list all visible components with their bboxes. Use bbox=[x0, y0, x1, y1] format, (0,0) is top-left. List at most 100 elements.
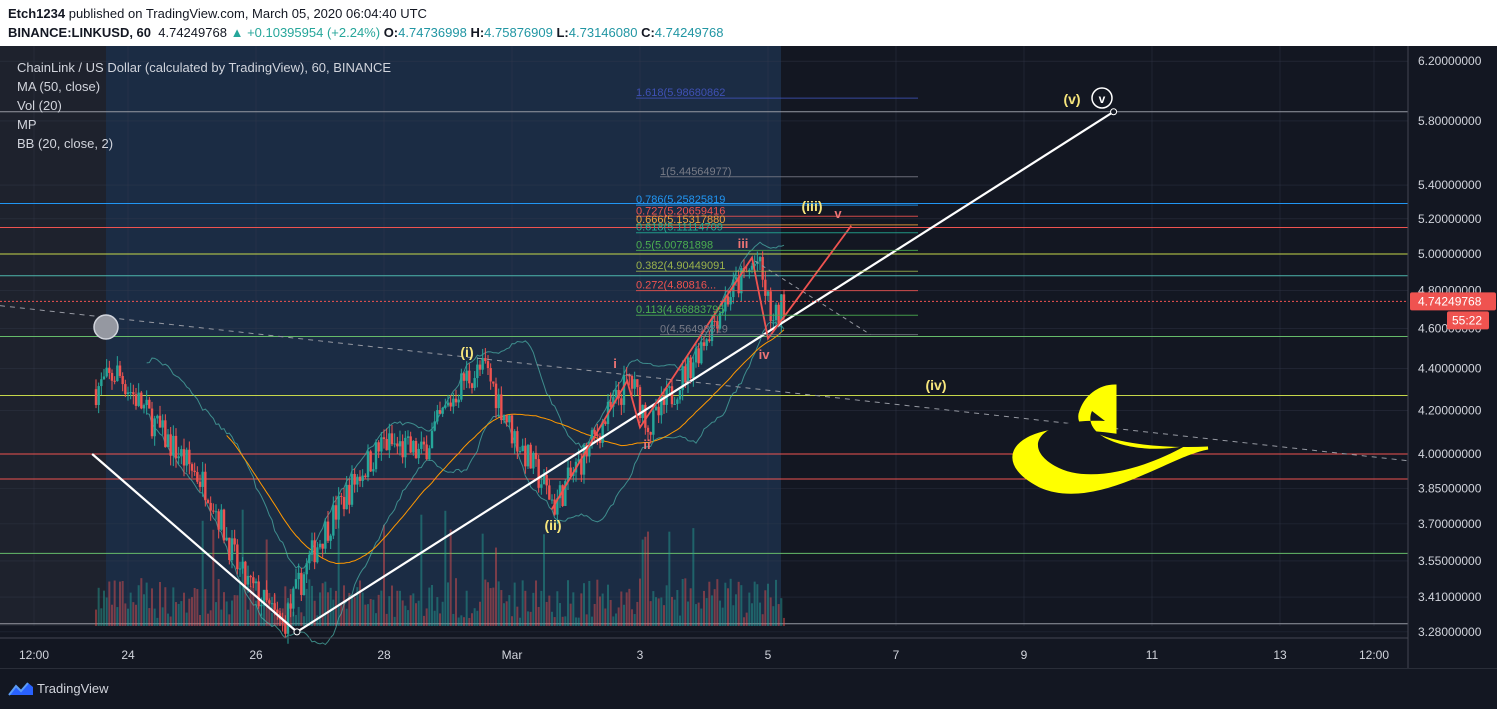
candle-body bbox=[204, 471, 207, 501]
volume-bar bbox=[191, 597, 193, 626]
candle-body bbox=[310, 540, 314, 555]
candle-body bbox=[132, 392, 135, 395]
price-tick-label: 4.00000000 bbox=[1418, 447, 1482, 461]
price-tick-label: 3.55000000 bbox=[1418, 554, 1482, 568]
candle-body bbox=[182, 449, 186, 466]
candle-body bbox=[561, 485, 564, 506]
candle-body bbox=[630, 375, 634, 389]
time-tick-label: 13 bbox=[1273, 648, 1287, 662]
candle-body bbox=[497, 394, 500, 409]
volume-bar bbox=[431, 584, 433, 626]
candle-body bbox=[438, 410, 442, 414]
volume-bar bbox=[591, 616, 593, 626]
volume-bar bbox=[721, 607, 724, 626]
candle-body bbox=[100, 379, 103, 387]
legend-indicator[interactable]: MA (50, close) bbox=[17, 79, 101, 94]
volume-bar bbox=[177, 603, 180, 626]
tradingview-brand[interactable]: TradingView bbox=[37, 681, 109, 696]
candle-body bbox=[660, 395, 663, 416]
candle-body bbox=[513, 431, 516, 444]
volume-bar bbox=[297, 606, 300, 626]
change-arrow: ▲ bbox=[230, 25, 244, 40]
volume-bar bbox=[137, 585, 140, 626]
volume-bar bbox=[473, 608, 476, 626]
candle-body bbox=[782, 294, 786, 317]
volume-bar bbox=[228, 614, 231, 626]
volume-bar bbox=[300, 612, 303, 626]
volume-bar bbox=[401, 600, 404, 626]
fib-level-label: 0(4.56498819 bbox=[660, 324, 728, 336]
elliott-wave-label: v bbox=[834, 206, 842, 221]
volume-bar bbox=[396, 590, 399, 626]
candle-body bbox=[102, 376, 106, 380]
volume-bar bbox=[148, 608, 151, 626]
candle-body bbox=[726, 296, 730, 305]
candle-body bbox=[294, 579, 298, 589]
volume-bar bbox=[569, 603, 572, 626]
volume-bar bbox=[455, 578, 457, 626]
tradingview-logo-icon[interactable] bbox=[8, 681, 34, 697]
candle-body bbox=[321, 543, 324, 549]
candle-body bbox=[305, 563, 308, 575]
candle-body bbox=[396, 443, 399, 447]
volume-bar bbox=[673, 599, 676, 626]
candle-body bbox=[196, 472, 199, 482]
volume-bar bbox=[527, 611, 529, 626]
volume-bar bbox=[553, 617, 556, 626]
candle-body bbox=[686, 357, 690, 383]
volume-bar bbox=[204, 589, 207, 626]
volume-bar bbox=[447, 582, 449, 626]
chart-area[interactable]: 1.618(5.98680862 1(5.44564977) 0.786(5.258… bbox=[0, 46, 1497, 668]
candle-body bbox=[460, 373, 463, 400]
volume-bar bbox=[375, 613, 377, 626]
candle-body bbox=[537, 459, 540, 488]
volume-bar bbox=[511, 616, 513, 626]
candle-body bbox=[425, 444, 428, 460]
volume-bar bbox=[615, 613, 617, 626]
legend-indicator[interactable]: BB (20, close, 2) bbox=[17, 136, 114, 151]
candle-body bbox=[417, 448, 420, 459]
candle-body bbox=[236, 544, 239, 570]
candle-body bbox=[118, 365, 122, 376]
candle-body bbox=[326, 521, 330, 541]
price-tick-label: 3.70000000 bbox=[1418, 517, 1482, 531]
author-name[interactable]: Etch1234 bbox=[8, 6, 66, 21]
wave-circle-marker bbox=[1091, 87, 1113, 109]
publish-info: Etch1234 published on TradingView.com, M… bbox=[8, 6, 427, 21]
volume-bar bbox=[556, 591, 559, 626]
price-chart[interactable]: 1.618(5.98680862 1(5.44564977) 0.786(5.258… bbox=[0, 46, 1497, 668]
price-tick-label: 3.85000000 bbox=[1418, 481, 1482, 495]
candle-body bbox=[126, 392, 130, 395]
volume-bar bbox=[708, 581, 711, 626]
fib-level-label: 1(5.44564977) bbox=[660, 166, 732, 178]
volume-bar bbox=[697, 602, 700, 626]
volume-bar bbox=[108, 581, 111, 626]
footer: TradingView bbox=[0, 668, 1497, 709]
volume-bar bbox=[409, 595, 412, 626]
volume-bar bbox=[225, 601, 228, 626]
volume-bar bbox=[585, 614, 588, 626]
candle-body bbox=[625, 374, 628, 376]
candle-body bbox=[772, 320, 775, 322]
high-value: 4.75876909 bbox=[484, 25, 553, 40]
candle-body bbox=[174, 435, 178, 459]
bollinger-upper-band bbox=[146, 241, 785, 570]
volume-bar bbox=[236, 595, 239, 626]
candle-body bbox=[249, 575, 252, 578]
candle-body bbox=[649, 432, 652, 435]
candle-body bbox=[556, 498, 559, 515]
legend-indicator[interactable]: MP bbox=[17, 117, 37, 132]
time-tick-label: 11 bbox=[1146, 648, 1159, 662]
candle-body bbox=[313, 540, 316, 563]
candle-body bbox=[516, 431, 519, 452]
candle-body bbox=[142, 405, 146, 409]
legend-indicator[interactable]: Vol (20) bbox=[17, 98, 62, 113]
last-price-tag bbox=[1410, 292, 1496, 311]
candle-body bbox=[342, 496, 346, 510]
volume-bar bbox=[535, 580, 537, 626]
volume-bar bbox=[271, 612, 273, 626]
volume-bar bbox=[601, 593, 604, 626]
candle-body bbox=[662, 395, 666, 405]
volume-bar bbox=[521, 580, 524, 626]
volume-bar bbox=[743, 617, 745, 626]
